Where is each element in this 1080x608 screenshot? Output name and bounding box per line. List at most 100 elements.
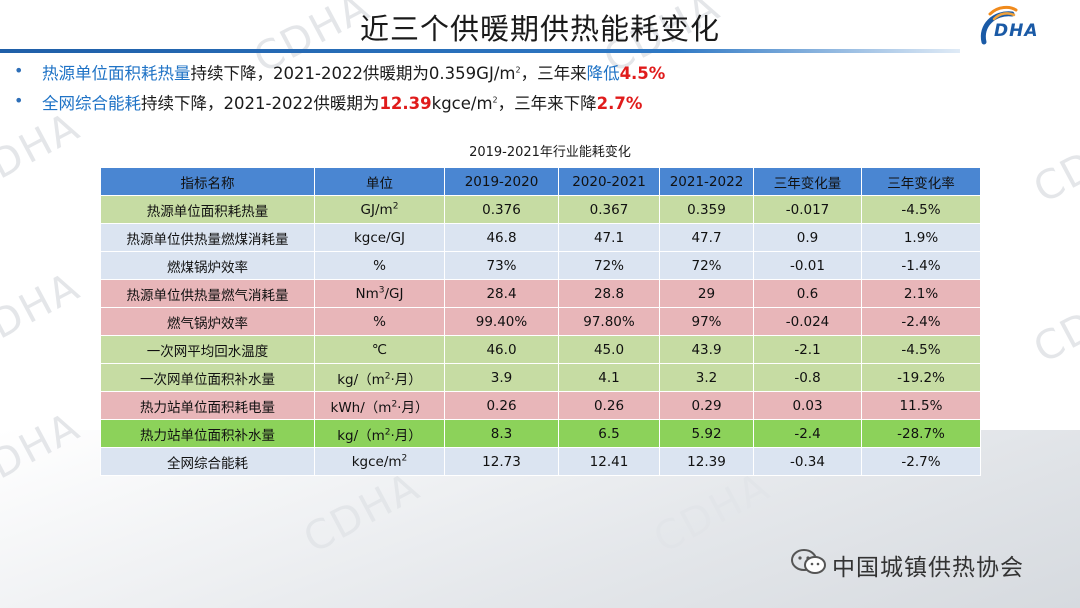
change-cell: -0.8: [753, 363, 862, 392]
value-cell: 12.73: [444, 447, 559, 476]
bullet-item: • 热源单位面积耗热量持续下降，2021-2022供暖期为0.359GJ/m2，…: [14, 60, 1064, 90]
unit-cell: Nm3/GJ: [314, 279, 445, 308]
value-cell: 72%: [558, 251, 660, 280]
logo-text: DHA: [994, 21, 1039, 41]
indicator-name: 全网综合能耗: [100, 447, 315, 476]
table-row: 热力站单位面积补水量 kg/（m2·月） 8.3 6.5 5.92 -2.4 -…: [100, 419, 981, 448]
footer-text: 中国城镇供热协会: [832, 555, 1024, 581]
value-cell: 72%: [659, 251, 754, 280]
column-header: 2020-2021: [558, 167, 660, 196]
table-row: 全网综合能耗 kgce/m2 12.73 12.41 12.39 -0.34 -…: [100, 447, 981, 476]
indicator-name: 热力站单位面积耗电量: [100, 391, 315, 420]
unit-cell: ℃: [314, 335, 445, 364]
indicator-name: 热源单位供热量燃煤消耗量: [100, 223, 315, 252]
value-cell: 99.40%: [444, 307, 559, 336]
bullet-body: ，三年来: [520, 64, 587, 83]
value-cell: 12.41: [558, 447, 660, 476]
bullet-body: 持续下降，2021-2022供暖期为0.359GJ/m: [190, 64, 516, 83]
value-cell: 3.9: [444, 363, 559, 392]
bullet-value: 4.5%: [619, 64, 666, 83]
slide-header: 近三个供暖期供热能耗变化 DHA: [0, 0, 1080, 56]
value-cell: 29: [659, 279, 754, 308]
bullet-dot-icon: •: [14, 91, 24, 110]
indicator-name: 燃气锅炉效率: [100, 307, 315, 336]
bullet-value: 12.39: [379, 94, 432, 113]
value-cell: 46.8: [444, 223, 559, 252]
indicator-name: 燃煤锅炉效率: [100, 251, 315, 280]
column-header: 单位: [314, 167, 445, 196]
table-row: 燃煤锅炉效率 % 73% 72% 72% -0.01 -1.4%: [100, 251, 981, 280]
bullet-highlight: 热源单位面积耗热量: [42, 64, 191, 83]
value-cell: 0.367: [558, 195, 660, 224]
indicator-name: 一次网平均回水温度: [100, 335, 315, 364]
rate-cell: -19.2%: [861, 363, 981, 392]
value-cell: 47.1: [558, 223, 660, 252]
unit-cell: %: [314, 251, 445, 280]
rate-cell: -2.4%: [861, 307, 981, 336]
value-cell: 0.359: [659, 195, 754, 224]
indicator-name: 热源单位面积耗热量: [100, 195, 315, 224]
indicator-name: 热力站单位面积补水量: [100, 419, 315, 448]
watermark: CDHA: [1026, 113, 1080, 213]
rate-cell: -28.7%: [861, 419, 981, 448]
bullet-highlight: 降低: [586, 64, 620, 83]
unit-cell: %: [314, 307, 445, 336]
rate-cell: -4.5%: [861, 335, 981, 364]
rate-cell: -1.4%: [861, 251, 981, 280]
table-title: 2019-2021年行业能耗变化: [469, 145, 631, 160]
unit-cell: kWh/（m2·月）: [314, 391, 445, 420]
column-header: 三年变化率: [861, 167, 981, 196]
bullet-text: 全网综合能耗持续下降，2021-2022供暖期为12.39kgce/m2，三年来…: [42, 90, 642, 114]
rate-cell: -2.7%: [861, 447, 981, 476]
bullet-highlight: 全网综合能耗: [42, 94, 141, 113]
value-cell: 43.9: [659, 335, 754, 364]
value-cell: 0.29: [659, 391, 754, 420]
value-cell: 4.1: [558, 363, 660, 392]
value-cell: 46.0: [444, 335, 559, 364]
value-cell: 6.5: [558, 419, 660, 448]
rate-cell: 11.5%: [861, 391, 981, 420]
unit-cell: kgce/GJ: [314, 223, 445, 252]
change-cell: -0.017: [753, 195, 862, 224]
value-cell: 3.2: [659, 363, 754, 392]
value-cell: 28.4: [444, 279, 559, 308]
bullet-item: • 全网综合能耗持续下降，2021-2022供暖期为12.39kgce/m2，三…: [14, 90, 1064, 120]
change-cell: -0.34: [753, 447, 862, 476]
change-cell: -0.024: [753, 307, 862, 336]
column-header: 2021-2022: [659, 167, 754, 196]
column-header: 2019-2020: [444, 167, 559, 196]
unit-cell: GJ/m2: [314, 195, 445, 224]
summary-bullets: • 热源单位面积耗热量持续下降，2021-2022供暖期为0.359GJ/m2，…: [14, 60, 1064, 120]
change-cell: -0.01: [753, 251, 862, 280]
value-cell: 47.7: [659, 223, 754, 252]
bullet-text: 热源单位面积耗热量持续下降，2021-2022供暖期为0.359GJ/m2，三年…: [42, 60, 665, 84]
column-header: 指标名称: [100, 167, 315, 196]
table-row: 热力站单位面积耗电量 kWh/（m2·月） 0.26 0.26 0.29 0.0…: [100, 391, 981, 420]
header-divider: [0, 49, 960, 53]
table-row: 热源单位供热量燃煤消耗量 kgce/GJ 46.8 47.1 47.7 0.9 …: [100, 223, 981, 252]
value-cell: 12.39: [659, 447, 754, 476]
change-cell: -2.4: [753, 419, 862, 448]
watermark: CDHA: [1026, 273, 1080, 373]
value-cell: 0.26: [558, 391, 660, 420]
change-cell: -2.1: [753, 335, 862, 364]
bullet-superscript: 2: [492, 95, 498, 105]
page-title: 近三个供暖期供热能耗变化: [359, 12, 720, 46]
table-row: 热源单位供热量燃气消耗量 Nm3/GJ 28.4 28.8 29 0.6 2.1…: [100, 279, 981, 308]
change-cell: 0.6: [753, 279, 862, 308]
indicator-name: 热源单位供热量燃气消耗量: [100, 279, 315, 308]
rate-cell: 2.1%: [861, 279, 981, 308]
change-cell: 0.03: [753, 391, 862, 420]
table-row: 一次网单位面积补水量 kg/（m2·月） 3.9 4.1 3.2 -0.8 -1…: [100, 363, 981, 392]
rate-cell: -4.5%: [861, 195, 981, 224]
watermark: CDHA: [0, 263, 88, 363]
rate-cell: 1.9%: [861, 223, 981, 252]
bullet-body: ，三年来下降: [497, 94, 597, 113]
unit-cell: kg/（m2·月）: [314, 419, 445, 448]
bullet-dot-icon: •: [14, 61, 24, 80]
wechat-icon: [791, 549, 826, 574]
value-cell: 73%: [444, 251, 559, 280]
table-row: 热源单位面积耗热量 GJ/m2 0.376 0.367 0.359 -0.017…: [100, 195, 981, 224]
indicator-name: 一次网单位面积补水量: [100, 363, 315, 392]
value-cell: 45.0: [558, 335, 660, 364]
